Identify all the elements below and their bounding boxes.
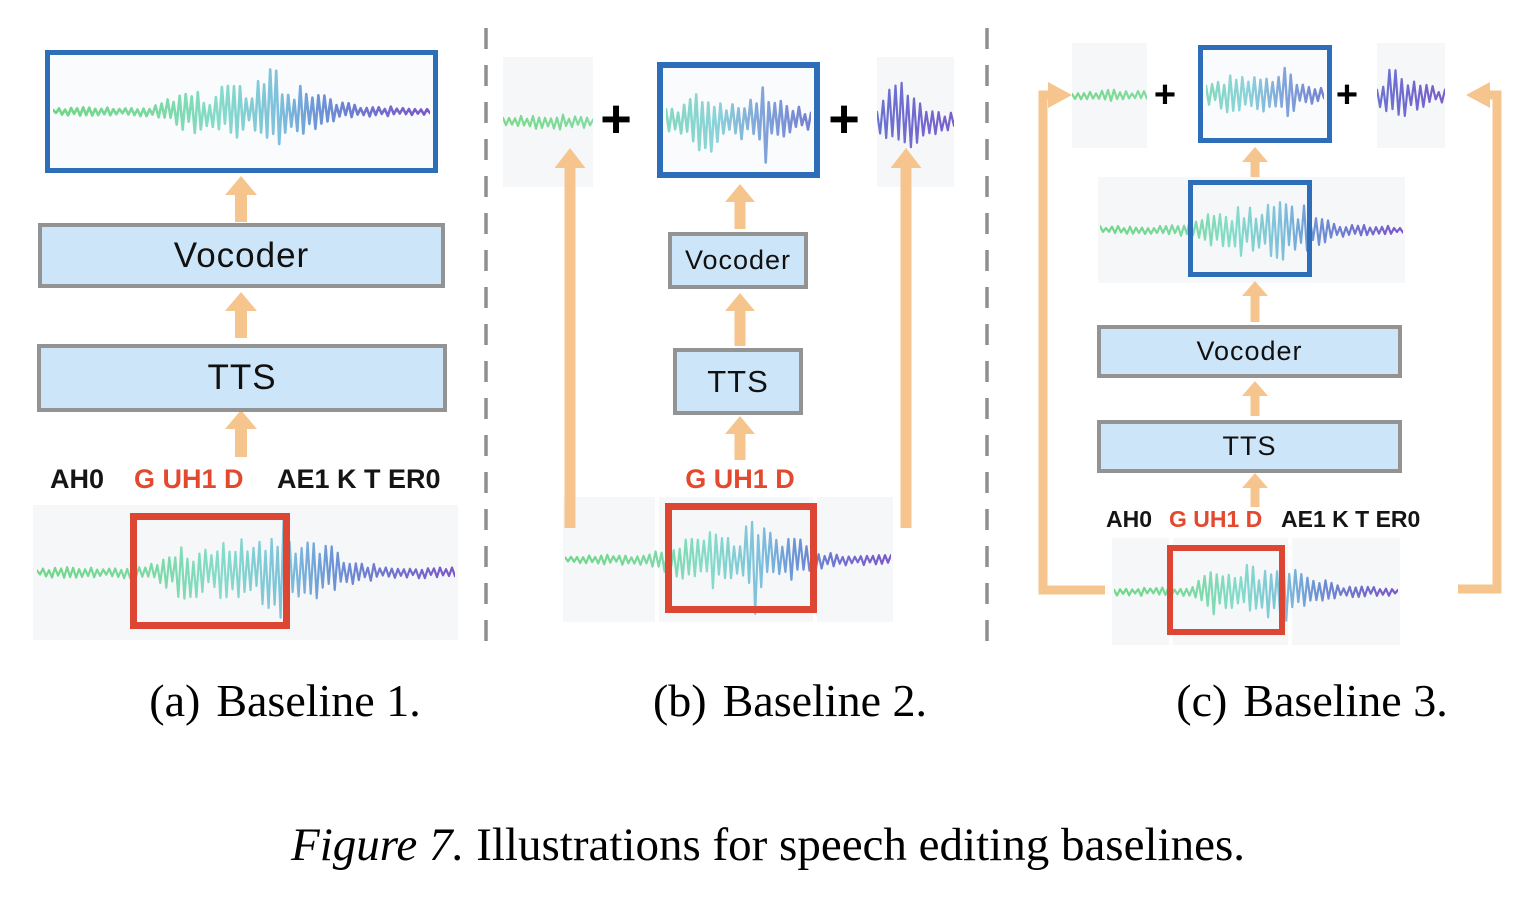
waveform-trace (1377, 68, 1445, 118)
phoneme-right: AE1 K T ER0 (1281, 506, 1421, 532)
subcaption-b-title: Baseline 2. (722, 675, 928, 726)
input-waveform (565, 520, 891, 616)
waveform-strip (1377, 43, 1445, 148)
vocoder-block: Vocoder (668, 232, 808, 289)
plus-sign: + (1335, 74, 1359, 116)
waveform-trace (1072, 88, 1147, 103)
edit-region-red-box (1167, 545, 1285, 635)
up-arrow (225, 176, 257, 222)
tts-label: TTS (207, 358, 277, 397)
phoneme-edited: G UH1 D (1169, 506, 1263, 532)
tts-label: TTS (1222, 431, 1277, 461)
phoneme-right: AE1 K T ER0 (277, 464, 441, 494)
up-arrow (1242, 281, 1268, 322)
phoneme-left: AH0 (50, 464, 105, 494)
input-waveform (37, 516, 455, 619)
subcaption-c-title: Baseline 3. (1243, 675, 1448, 726)
subcaption-c-label: (c) (1176, 675, 1228, 726)
vocoder-block: Vocoder (38, 223, 445, 288)
plus-sign: + (1153, 74, 1177, 116)
waveform-trace (666, 86, 811, 164)
up-arrow (725, 184, 755, 229)
generated-region-blue-box (1188, 180, 1312, 277)
subcaption-b-label: (b) (652, 675, 707, 726)
waveform-trace (1100, 201, 1403, 261)
vocoder-block: Vocoder (1097, 325, 1402, 378)
bent-arrow (1038, 90, 1105, 595)
edit-region-red-box (130, 513, 290, 629)
bent-arrow-head (1466, 82, 1490, 108)
right-context-waveform (1377, 68, 1445, 118)
tts-block: TTS (37, 344, 447, 412)
vocoder-label: Vocoder (1196, 336, 1303, 366)
subcaption-a-title: Baseline 1. (216, 675, 421, 726)
waveform-strip (1072, 43, 1147, 148)
bent-arrow (1458, 90, 1502, 594)
up-arrow (554, 148, 586, 528)
resynthesized-waveform (1100, 201, 1403, 261)
left-context-waveform (1072, 88, 1147, 103)
tts-block: TTS (1097, 420, 1402, 473)
up-arrow (225, 410, 257, 457)
phoneme-edited: G UH1 D (134, 464, 244, 494)
up-arrow (225, 292, 257, 338)
up-arrow (1242, 381, 1268, 416)
subcaption-a-label: (a) (149, 675, 201, 726)
phoneme-edited: G UH1 D (685, 464, 795, 494)
output-waveform-box (1198, 45, 1332, 143)
generated-waveform (666, 86, 811, 164)
up-arrow (1242, 473, 1268, 507)
figure-caption-text: Illustrations for speech editing baselin… (476, 819, 1245, 871)
waveform-strip (503, 57, 593, 187)
bent-arrow-head (1048, 82, 1072, 108)
up-arrow (890, 148, 922, 528)
tts-block: TTS (673, 348, 803, 415)
waveform-trace (37, 516, 455, 619)
vocoder-label: Vocoder (684, 245, 792, 275)
figure-caption-number: Figure 7. (291, 819, 465, 871)
left-context-waveform (503, 113, 593, 131)
up-arrow (725, 416, 755, 460)
output-waveform-box (657, 62, 820, 178)
right-context-waveform (877, 81, 954, 149)
up-arrow (725, 293, 755, 346)
waveform-strip (877, 57, 954, 187)
tts-label: TTS (707, 363, 769, 399)
waveform-trace (503, 113, 593, 131)
phoneme-left: AH0 (1106, 506, 1153, 532)
figure-caption: Figure 7. Illustrations for speech editin… (0, 818, 1536, 872)
waveform-trace (1206, 66, 1324, 118)
vocoder-label: Vocoder (173, 235, 310, 275)
waveform-trace (565, 520, 891, 616)
plus-sign: + (600, 89, 632, 149)
waveform-trace (877, 81, 954, 149)
input-waveform (1114, 553, 1398, 622)
waveform-trace (53, 68, 430, 146)
subcaption-b: (b) Baseline 2. (590, 674, 990, 727)
subcaption-c: (c) Baseline 3. (1112, 674, 1512, 727)
subcaption-a: (a) Baseline 1. (85, 674, 485, 727)
up-arrow (1242, 147, 1268, 177)
waveform-trace (1114, 553, 1398, 622)
plus-sign: + (828, 89, 860, 149)
edit-region-red-box (665, 503, 817, 613)
output-waveform-box (45, 50, 438, 173)
generated-waveform (1206, 66, 1324, 118)
output-waveform (53, 68, 430, 146)
